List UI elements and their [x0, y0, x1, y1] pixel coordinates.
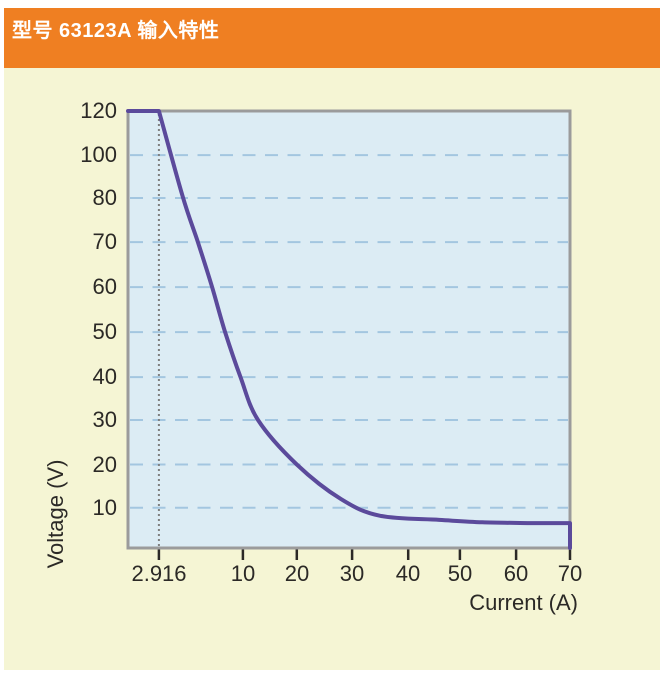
y-tick-label: 40	[92, 364, 117, 389]
x-tick-label: 50	[447, 561, 473, 586]
y-tick-label: 100	[80, 142, 117, 167]
y-tick-label: 50	[92, 319, 117, 344]
x-tick-label: 20	[284, 561, 310, 586]
chart-canvas	[126, 109, 572, 560]
y-tick-label: 60	[92, 274, 117, 299]
x-tick-label: 70	[557, 561, 583, 586]
y-tick-label: 30	[92, 407, 117, 432]
page-title: 型号 63123A 输入特性	[12, 20, 220, 42]
plot-border	[126, 109, 572, 550]
x-tick-label: 60	[503, 561, 529, 586]
header-bar: 型号 63123A 输入特性	[4, 8, 660, 68]
y-tick-label: 80	[92, 185, 117, 210]
plot-area	[126, 109, 572, 560]
x-tick-label: 10	[230, 561, 256, 586]
input-characteristic-curve	[126, 109, 572, 550]
x-axis-title: Current (A)	[469, 590, 578, 615]
y-axis-title: Voltage (V)	[43, 459, 68, 569]
y-tick-label: 120	[80, 98, 117, 123]
x-tick-label: 30	[339, 561, 365, 586]
y-tick-label: 20	[92, 452, 117, 477]
y-tick-label: 10	[92, 495, 117, 520]
x-tick-label: 2.916	[131, 561, 187, 586]
x-tick-label: 40	[395, 561, 421, 586]
y-tick-label: 70	[92, 229, 117, 254]
